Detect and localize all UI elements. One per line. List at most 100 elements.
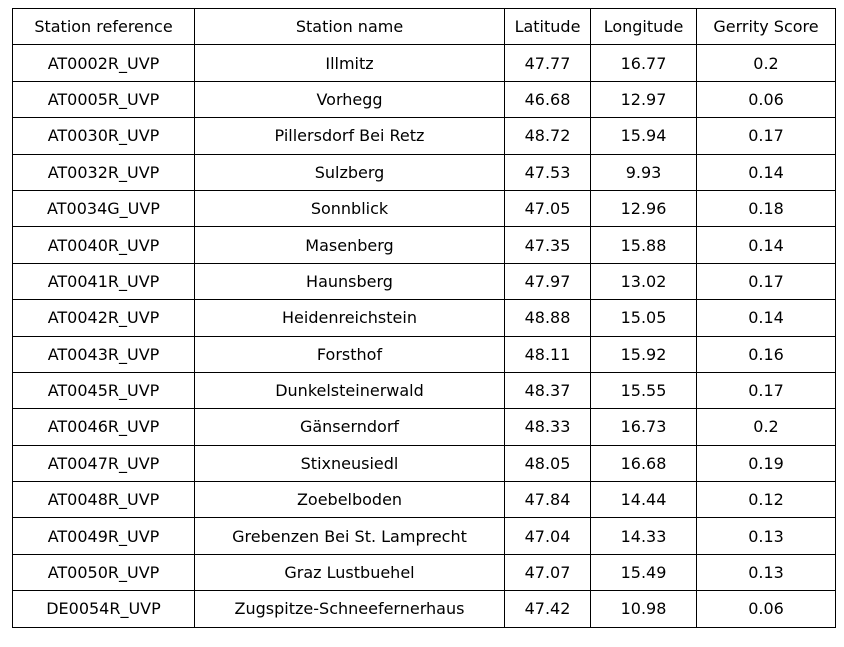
table-row: AT0047R_UVP Stixneusiedl 48.05 16.68 0.19	[12, 444, 836, 483]
station-reference-cell: AT0005R_UVP	[12, 80, 195, 119]
column-header: Station reference	[12, 7, 195, 46]
latitude-cell: 47.04	[504, 517, 591, 555]
station-reference-cell: AT0046R_UVP	[12, 408, 195, 446]
gerrity-score-cell: 0.13	[696, 517, 836, 555]
table-row: AT0041R_UVP Haunsberg 47.97 13.02 0.17	[12, 262, 836, 301]
column-header: Station name	[194, 7, 505, 46]
latitude-cell: 48.05	[504, 444, 591, 483]
table-row: AT0034G_UVP Sonnblick 47.05 12.96 0.18	[12, 189, 836, 228]
gerrity-score-cell: 0.17	[696, 371, 836, 410]
station-name-cell: Gänserndorf	[194, 408, 505, 446]
station-name-cell: Zugspitze-Schneefernerhaus	[194, 590, 505, 628]
station-name-cell: Vorhegg	[194, 80, 505, 119]
station-reference-cell: AT0047R_UVP	[12, 444, 195, 483]
station-reference-cell: AT0041R_UVP	[12, 262, 195, 301]
station-reference-cell: AT0049R_UVP	[12, 517, 195, 555]
column-header: Latitude	[504, 7, 591, 46]
gerrity-score-cell: 0.14	[696, 226, 836, 264]
longitude-cell: 12.96	[590, 189, 697, 228]
station-name-cell: Stixneusiedl	[194, 444, 505, 483]
longitude-cell: 10.98	[590, 590, 697, 628]
gerrity-score-cell: 0.13	[696, 553, 836, 592]
longitude-cell: 9.93	[590, 153, 697, 191]
gerrity-score-cell: 0.2	[696, 44, 836, 82]
table-row: AT0046R_UVP Gänserndorf 48.33 16.73 0.2	[12, 408, 836, 446]
longitude-cell: 14.33	[590, 517, 697, 555]
gerrity-score-cell: 0.18	[696, 189, 836, 228]
header-row: Station reference Station name Latitude Lon…	[12, 7, 836, 46]
longitude-cell: 15.88	[590, 226, 697, 264]
station-name-cell: Graz Lustbuehel	[194, 553, 505, 592]
table-row: AT0050R_UVP Graz Lustbuehel 47.07 15.49 0.13	[12, 553, 836, 592]
gerrity-score-cell: 0.2	[696, 408, 836, 446]
table-row: AT0032R_UVP Sulzberg 47.53 9.93 0.14	[12, 153, 836, 191]
table-row: AT0042R_UVP Heidenreichstein 48.88 15.05 0.1…	[12, 299, 836, 337]
latitude-cell: 47.07	[504, 553, 591, 592]
station-name-cell: Forsthof	[194, 335, 505, 373]
latitude-cell: 48.37	[504, 371, 591, 410]
station-reference-cell: AT0034G_UVP	[12, 189, 195, 228]
latitude-cell: 48.72	[504, 117, 591, 155]
station-reference-cell: AT0050R_UVP	[12, 553, 195, 592]
station-reference-cell: AT0040R_UVP	[12, 226, 195, 264]
gerrity-score-cell: 0.16	[696, 335, 836, 373]
latitude-cell: 47.05	[504, 189, 591, 228]
table-row: AT0043R_UVP Forsthof 48.11 15.92 0.16	[12, 335, 836, 373]
longitude-cell: 16.73	[590, 408, 697, 446]
table-row: AT0040R_UVP Masenberg 47.35 15.88 0.14	[12, 226, 836, 264]
table-row: AT0049R_UVP Grebenzen Bei St. Lamprecht 47…	[12, 517, 836, 555]
longitude-cell: 15.05	[590, 299, 697, 337]
station-name-cell: Grebenzen Bei St. Lamprecht	[194, 517, 505, 555]
table-row: AT0045R_UVP Dunkelsteinerwald 48.37 15.55 0.…	[12, 371, 836, 410]
latitude-cell: 47.42	[504, 590, 591, 628]
station-reference-cell: AT0048R_UVP	[12, 481, 195, 519]
longitude-cell: 15.49	[590, 553, 697, 592]
latitude-cell: 47.35	[504, 226, 591, 264]
latitude-cell: 47.77	[504, 44, 591, 82]
station-reference-cell: DE0054R_UVP	[12, 590, 195, 628]
station-name-cell: Haunsberg	[194, 262, 505, 301]
data-table: Station reference Station name Latitude Lon…	[12, 7, 836, 628]
column-header: Gerrity Score	[696, 7, 836, 46]
longitude-cell: 12.97	[590, 80, 697, 119]
gerrity-score-cell: 0.19	[696, 444, 836, 483]
station-name-cell: Pillersdorf Bei Retz	[194, 117, 505, 155]
station-name-cell: Dunkelsteinerwald	[194, 371, 505, 410]
gerrity-score-cell: 0.06	[696, 590, 836, 628]
gerrity-score-cell: 0.17	[696, 117, 836, 155]
column-header: Longitude	[590, 7, 697, 46]
latitude-cell: 47.84	[504, 481, 591, 519]
station-name-cell: Illmitz	[194, 44, 505, 82]
longitude-cell: 14.44	[590, 481, 697, 519]
station-name-cell: Sonnblick	[194, 189, 505, 228]
gerrity-score-cell: 0.06	[696, 80, 836, 119]
station-reference-cell: AT0032R_UVP	[12, 153, 195, 191]
gerrity-score-cell: 0.14	[696, 153, 836, 191]
station-reference-cell: AT0030R_UVP	[12, 117, 195, 155]
table-header: Station reference Station name Latitude Lon…	[12, 7, 836, 46]
station-name-cell: Sulzberg	[194, 153, 505, 191]
latitude-cell: 47.97	[504, 262, 591, 301]
table-row: AT0005R_UVP Vorhegg 46.68 12.97 0.06	[12, 80, 836, 119]
station-name-cell: Zoebelboden	[194, 481, 505, 519]
table-row: AT0002R_UVP Illmitz 47.77 16.77 0.2	[12, 44, 836, 82]
station-reference-cell: AT0002R_UVP	[12, 44, 195, 82]
station-name-cell: Heidenreichstein	[194, 299, 505, 337]
latitude-cell: 46.68	[504, 80, 591, 119]
gerrity-score-cell: 0.14	[696, 299, 836, 337]
latitude-cell: 48.11	[504, 335, 591, 373]
table-body: AT0002R_UVP Illmitz 47.77 16.77 0.2 AT0005R_U…	[12, 44, 836, 628]
station-reference-cell: AT0043R_UVP	[12, 335, 195, 373]
longitude-cell: 16.77	[590, 44, 697, 82]
longitude-cell: 13.02	[590, 262, 697, 301]
station-reference-cell: AT0045R_UVP	[12, 371, 195, 410]
latitude-cell: 47.53	[504, 153, 591, 191]
station-reference-cell: AT0042R_UVP	[12, 299, 195, 337]
latitude-cell: 48.88	[504, 299, 591, 337]
table-row: AT0030R_UVP Pillersdorf Bei Retz 48.72 15.9…	[12, 117, 836, 155]
longitude-cell: 15.92	[590, 335, 697, 373]
latitude-cell: 48.33	[504, 408, 591, 446]
longitude-cell: 16.68	[590, 444, 697, 483]
gerrity-score-cell: 0.12	[696, 481, 836, 519]
